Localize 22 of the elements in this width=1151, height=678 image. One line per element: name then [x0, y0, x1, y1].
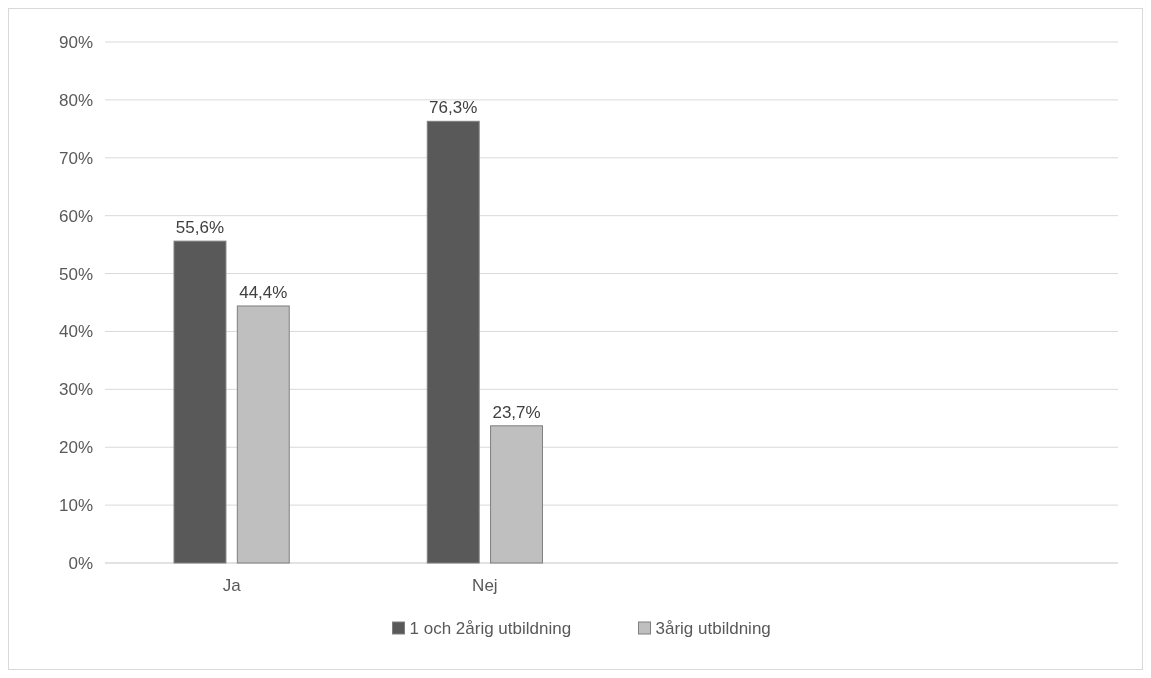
bar	[173, 240, 227, 564]
data-label: 23,7%	[492, 402, 541, 422]
bar	[236, 305, 290, 564]
data-label: 76,3%	[429, 98, 478, 118]
legend-label: 3årig utbildning	[655, 618, 771, 638]
y-tick-label: 70%	[58, 148, 93, 168]
y-tick-label: 80%	[58, 90, 93, 110]
bar	[426, 120, 480, 564]
data-label: 55,6%	[175, 218, 225, 238]
legend-label: 1 och 2årig utbildning	[409, 618, 572, 638]
y-tick-label: 90%	[58, 32, 93, 52]
data-label: 44,4%	[239, 282, 288, 302]
y-tick-label: 40%	[58, 322, 93, 342]
x-tick-label: Ja	[222, 576, 242, 595]
y-tick-label: 50%	[58, 264, 93, 284]
y-tick-label: 10%	[58, 496, 93, 516]
bar	[490, 425, 543, 564]
y-tick-label: 0%	[68, 553, 93, 573]
y-tick-label: 20%	[58, 438, 93, 458]
x-tick-label: Nej	[472, 576, 498, 595]
y-tick-label: 30%	[58, 380, 93, 400]
y-tick-label: 60%	[58, 206, 93, 226]
